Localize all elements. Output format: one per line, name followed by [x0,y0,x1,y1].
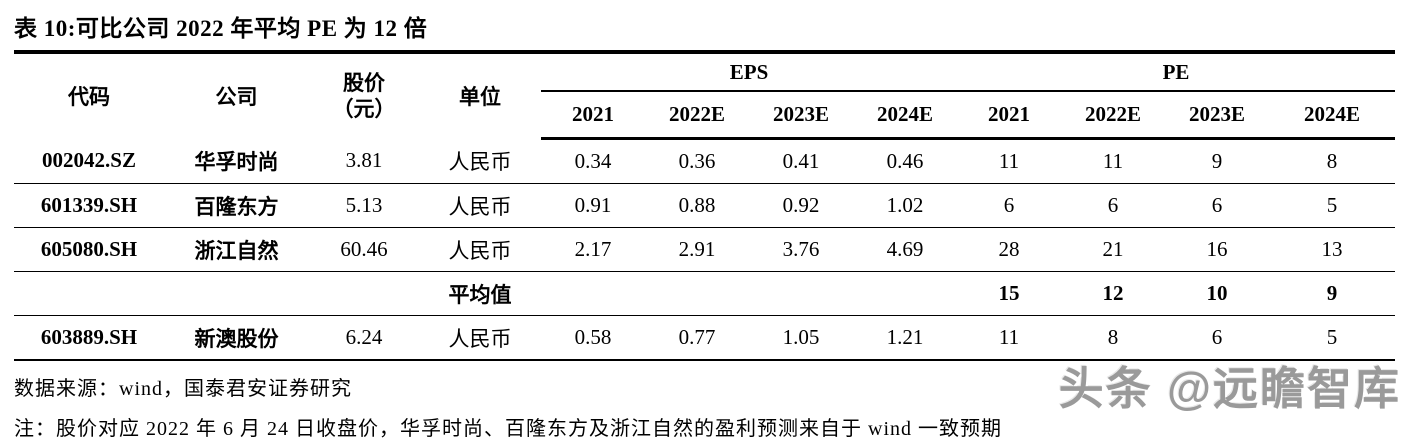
table-row-zhejiang: 605080.SH 浙江自然 60.46 人民币 2.17 2.91 3.76 … [14,227,1396,272]
table-row-bailong: 601339.SH 百隆东方 5.13 人民币 0.91 0.88 0.92 1… [14,183,1396,228]
cell-unit: 人民币 [419,138,541,184]
cell-pe-2024e: 5 [1269,315,1396,361]
cell-code: 601339.SH [14,183,164,228]
cell-eps-2021: 0.91 [541,183,645,228]
data-source-note: 数据来源：wind，国泰君安证券研究 [14,378,352,400]
cell-eps-2022e: 0.36 [645,138,749,184]
cell-eps-2024e [853,271,958,316]
cell-eps-2022e: 2.91 [645,227,749,272]
cell-eps-2022e: 0.88 [645,183,749,228]
cell-unit: 人民币 [419,315,541,361]
cell-pe-2022e: 8 [1061,315,1166,361]
cell-eps-2023e [749,271,853,316]
cell-pe-2024e: 5 [1269,183,1396,228]
cell-pe-2024e: 9 [1269,271,1396,316]
comparable-companies-table: 代码 公司 股价 （元） 单位 EPS PE 2021 2022E 2023E … [14,54,1396,361]
cell-pe-2022e: 21 [1061,227,1166,272]
cell-pe-2024e: 13 [1269,227,1396,272]
cell-eps-2023e: 1.05 [749,315,853,361]
header-cell-company: 公司 [215,85,258,110]
header-cell-unit: 单位 [459,85,501,110]
cell-pe-2023e: 6 [1165,183,1270,228]
cell-eps-2021 [541,271,645,316]
average-label: 平均值 [419,271,541,316]
cell-pe-2022e: 11 [1061,138,1166,184]
header-pe-2022e: 2022E [1061,91,1166,140]
table-row-huafu: 002042.SZ 华孚时尚 3.81 人民币 0.34 0.36 0.41 0… [14,138,1396,184]
header-group-eps: EPS [541,54,958,92]
cell-eps-2024e: 1.02 [853,183,958,228]
header-cell-code: 代码 [68,85,110,110]
cell-company [164,271,309,316]
cell-eps-2023e: 0.41 [749,138,853,184]
header-group-pe: PE [957,54,1396,92]
cell-eps-2021: 2.17 [541,227,645,272]
cell-price [309,271,419,316]
cell-eps-2024e: 1.21 [853,315,958,361]
cell-eps-2024e: 4.69 [853,227,958,272]
cell-unit: 人民币 [419,183,541,228]
cell-pe-2022e: 12 [1061,271,1166,316]
header-eps-2022e: 2022E [645,91,749,140]
cell-code: 002042.SZ [14,138,164,184]
header-eps-2023e: 2023E [749,91,853,140]
cell-pe-2021: 11 [957,138,1062,184]
cell-eps-2023e: 0.92 [749,183,853,228]
cell-company: 华孚时尚 [164,138,309,184]
cell-eps-2021: 0.34 [541,138,645,184]
cell-pe-2023e: 10 [1165,271,1270,316]
watermark: 头条 @远瞻智库 [1058,363,1401,414]
cell-price: 3.81 [309,138,419,184]
cell-company: 新澳股份 [164,315,309,361]
cell-price: 6.24 [309,315,419,361]
cell-price: 60.46 [309,227,419,272]
cell-eps-2021: 0.58 [541,315,645,361]
cell-pe-2021: 28 [957,227,1062,272]
cell-eps-2024e: 0.46 [853,138,958,184]
header-eps-2024e: 2024E [853,91,958,140]
header-pe-2024e: 2024E [1269,91,1396,140]
table-row-average: 平均值 15 12 10 9 [14,271,1396,316]
cell-pe-2021: 11 [957,315,1062,361]
cell-pe-2021: 6 [957,183,1062,228]
header-pe-2021: 2021 [957,91,1062,140]
title-divider [14,50,1395,54]
cell-pe-2023e: 16 [1165,227,1270,272]
cell-code: 603889.SH [14,315,164,361]
header-year-row: 2021 2022E 2023E 2024E 2021 2022E 2023E … [14,91,1396,140]
cell-eps-2023e: 3.76 [749,227,853,272]
cell-company: 浙江自然 [164,227,309,272]
cell-eps-2022e [645,271,749,316]
cell-code: 605080.SH [14,227,164,272]
price-label-line1: 股价 [343,71,385,95]
cell-unit: 人民币 [419,227,541,272]
cell-pe-2024e: 8 [1269,138,1396,184]
header-cell-price: 股价 （元） [309,54,419,139]
header-group-row: 代码 公司 股价 （元） 单位 EPS PE [14,54,1396,121]
table-row-xinao: 603889.SH 新澳股份 6.24 人民币 0.58 0.77 1.05 1… [14,315,1396,361]
cell-pe-2023e: 9 [1165,138,1270,184]
header-pe-2023e: 2023E [1165,91,1270,140]
price-label-line2: （元） [332,97,396,122]
cell-eps-2022e: 0.77 [645,315,749,361]
header-eps-2021: 2021 [541,91,645,140]
cell-price: 5.13 [309,183,419,228]
cell-company: 百隆东方 [164,183,309,228]
cell-pe-2022e: 6 [1061,183,1166,228]
cell-pe-2021: 15 [957,271,1062,316]
cell-code [14,271,164,316]
page-title: 表 10:可比公司 2022 年平均 PE 为 12 倍 [14,16,428,41]
cell-pe-2023e: 6 [1165,315,1270,361]
